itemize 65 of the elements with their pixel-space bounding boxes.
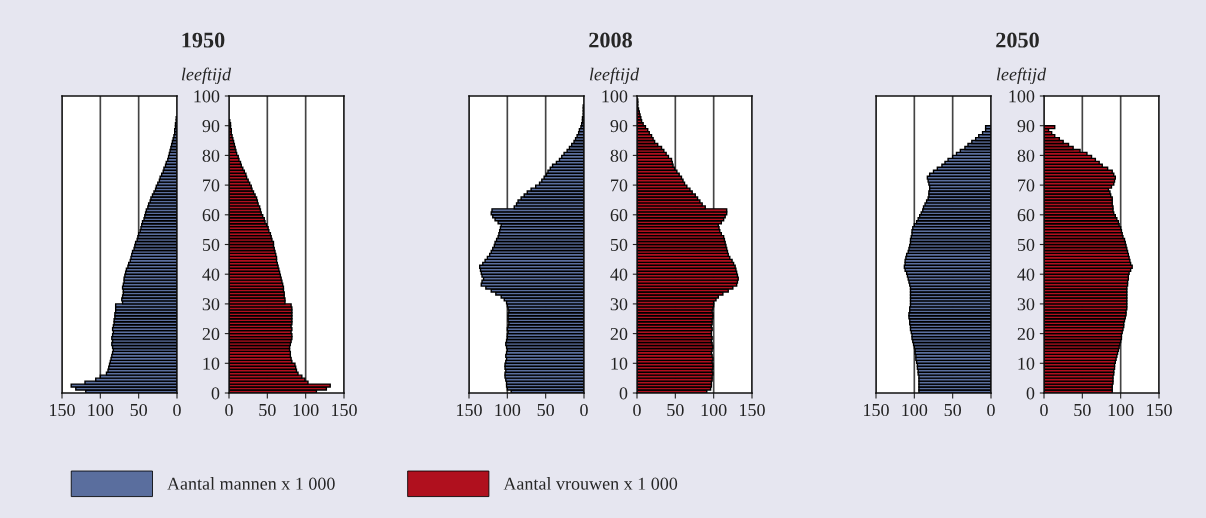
y-tick-label: 50 [202, 238, 220, 251]
y-tick-label: 30 [202, 298, 220, 311]
y-tick-label: 30 [610, 298, 628, 311]
y-tick-label: 40 [1017, 268, 1035, 281]
x-tick-label: 0 [1040, 403, 1048, 417]
x-tick-label: 0 [225, 403, 233, 417]
x-tick-label: 100 [1108, 403, 1134, 417]
y-axis-title: leeftijd [589, 67, 640, 85]
x-tick-label: 0 [173, 403, 181, 417]
x-tick-label: 50 [537, 403, 555, 417]
y-tick-label: 50 [610, 238, 628, 251]
y-tick-label: 100 [1009, 90, 1035, 103]
x-tick-label: 50 [130, 403, 148, 417]
x-tick-label: 0 [987, 403, 995, 417]
x-tick-label: 150 [864, 403, 889, 417]
y-tick-label: 10 [611, 357, 628, 370]
y-tick-label: 70 [203, 179, 220, 192]
legend-label: Aantal mannen x 1 000 [167, 477, 335, 490]
x-tick-label: 150 [50, 403, 75, 417]
y-tick-label: 0 [211, 387, 220, 400]
y-tick-label: 20 [610, 327, 628, 341]
y-tick-label: 30 [1017, 298, 1035, 311]
y-tick-label: 0 [1026, 387, 1035, 400]
y-tick-label: 80 [1017, 149, 1035, 162]
y-tick-label: 80 [610, 149, 628, 162]
chart-title: 2050 [996, 32, 1039, 48]
x-tick-label: 0 [633, 403, 641, 417]
y-axis-title: leeftijd [996, 67, 1047, 85]
y-tick-label: 70 [1018, 179, 1035, 192]
chart-title: 2008 [589, 32, 632, 48]
legend-label: Aantal vrouwen x 1 000 [503, 477, 678, 490]
y-tick-label: 40 [202, 268, 220, 281]
y-tick-label: 40 [610, 268, 628, 281]
x-tick-label: 150 [740, 403, 765, 417]
x-tick-label: 100 [495, 403, 521, 417]
y-tick-label: 60 [610, 209, 628, 222]
y-tick-label: 10 [1018, 357, 1035, 370]
y-tick-label: 90 [1017, 119, 1035, 133]
x-tick-label: 50 [667, 403, 684, 417]
y-tick-label: 20 [1017, 327, 1035, 341]
x-tick-label: 100 [701, 403, 727, 417]
x-tick-label: 50 [944, 403, 962, 417]
y-tick-label: 10 [203, 357, 220, 370]
x-tick-label: 50 [1074, 403, 1091, 417]
x-tick-label: 150 [457, 403, 482, 417]
y-tick-label: 20 [202, 327, 220, 341]
x-tick-label: 100 [293, 403, 319, 417]
x-tick-label: 150 [1147, 403, 1172, 417]
y-tick-label: 90 [202, 119, 220, 133]
y-tick-label: 60 [202, 209, 220, 222]
y-tick-label: 100 [194, 90, 220, 103]
chart-title: 1950 [182, 32, 225, 48]
x-tick-label: 100 [902, 403, 928, 417]
y-tick-label: 50 [1017, 238, 1035, 251]
y-tick-label: 100 [602, 90, 628, 103]
y-tick-label: 90 [610, 119, 628, 133]
y-tick-label: 0 [619, 387, 628, 400]
x-tick-label: 150 [332, 403, 357, 417]
x-tick-label: 100 [88, 403, 114, 417]
y-tick-label: 80 [202, 149, 220, 162]
y-tick-label: 70 [611, 179, 628, 192]
y-axis-title: leeftijd [181, 67, 232, 85]
x-tick-label: 50 [259, 403, 276, 417]
y-tick-label: 60 [1017, 209, 1035, 222]
x-tick-label: 0 [580, 403, 588, 417]
